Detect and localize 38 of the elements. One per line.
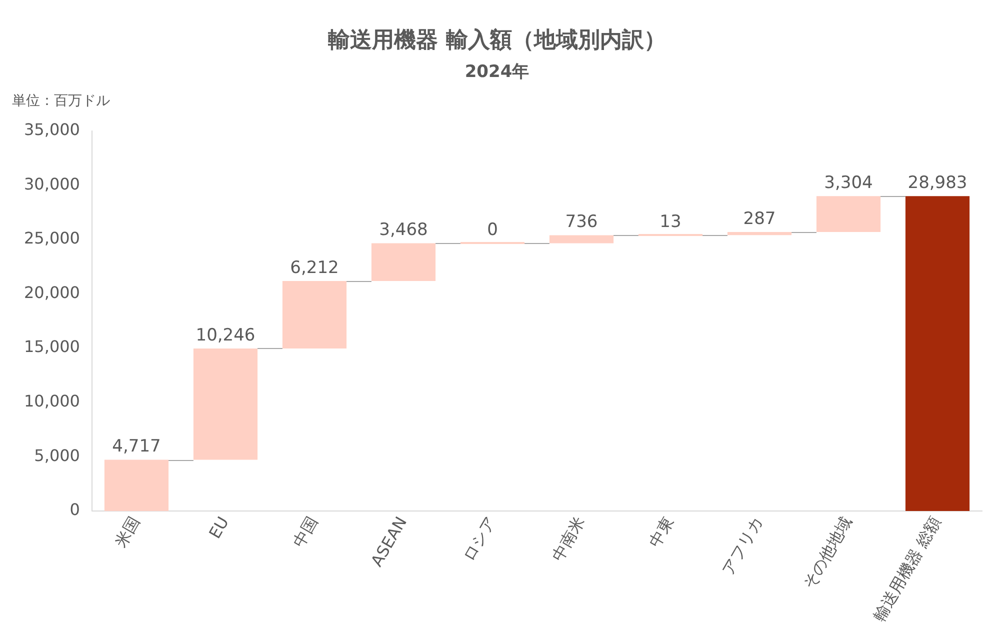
data-label: 4,717 bbox=[112, 436, 161, 457]
x-tick-label: 輸送用機器 総額 bbox=[870, 513, 945, 624]
bar bbox=[727, 232, 792, 236]
data-label: 3,468 bbox=[379, 220, 428, 240]
y-axis-title: 単位：百万ドル bbox=[12, 92, 110, 109]
bar bbox=[549, 235, 614, 244]
data-label: 287 bbox=[743, 208, 776, 229]
chart-subtitle: 2024年 bbox=[464, 62, 530, 82]
x-tick-label: 中東 bbox=[645, 513, 678, 551]
bar bbox=[816, 196, 881, 232]
x-tick-label: 中南米 bbox=[548, 513, 589, 564]
x-tick-label: 米国 bbox=[111, 513, 144, 551]
x-tick-label: ロシア bbox=[459, 513, 500, 564]
data-label: 0 bbox=[487, 220, 498, 240]
data-label: 13 bbox=[660, 212, 682, 232]
bar bbox=[193, 348, 258, 460]
y-tick-label: 20,000 bbox=[24, 282, 80, 302]
y-tick-label: 25,000 bbox=[24, 228, 80, 248]
x-tick-label: その他地域 bbox=[799, 513, 856, 592]
data-label: 28,983 bbox=[908, 173, 968, 194]
x-tick-label: 中国 bbox=[289, 513, 322, 551]
y-tick-label: 35,000 bbox=[24, 120, 80, 139]
y-tick-label: 10,000 bbox=[24, 392, 80, 411]
y-tick-label: 5,000 bbox=[34, 446, 80, 465]
chart-title: 輸送用機器 輸入額（地域別内訳） bbox=[327, 28, 666, 53]
bar bbox=[905, 196, 970, 511]
data-label: 736 bbox=[565, 212, 598, 232]
x-tick-label: EU bbox=[205, 513, 233, 542]
y-tick-label: 0 bbox=[70, 500, 80, 520]
data-label: 3,304 bbox=[824, 173, 873, 194]
y-tick-label: 15,000 bbox=[24, 337, 80, 356]
data-label: 10,246 bbox=[196, 325, 256, 346]
data-label: 6,212 bbox=[290, 258, 339, 278]
bar bbox=[104, 460, 169, 511]
y-tick-label: 30,000 bbox=[24, 174, 80, 194]
bar bbox=[282, 280, 347, 348]
bar bbox=[371, 243, 436, 281]
x-tick-label: アフリカ bbox=[718, 513, 767, 578]
